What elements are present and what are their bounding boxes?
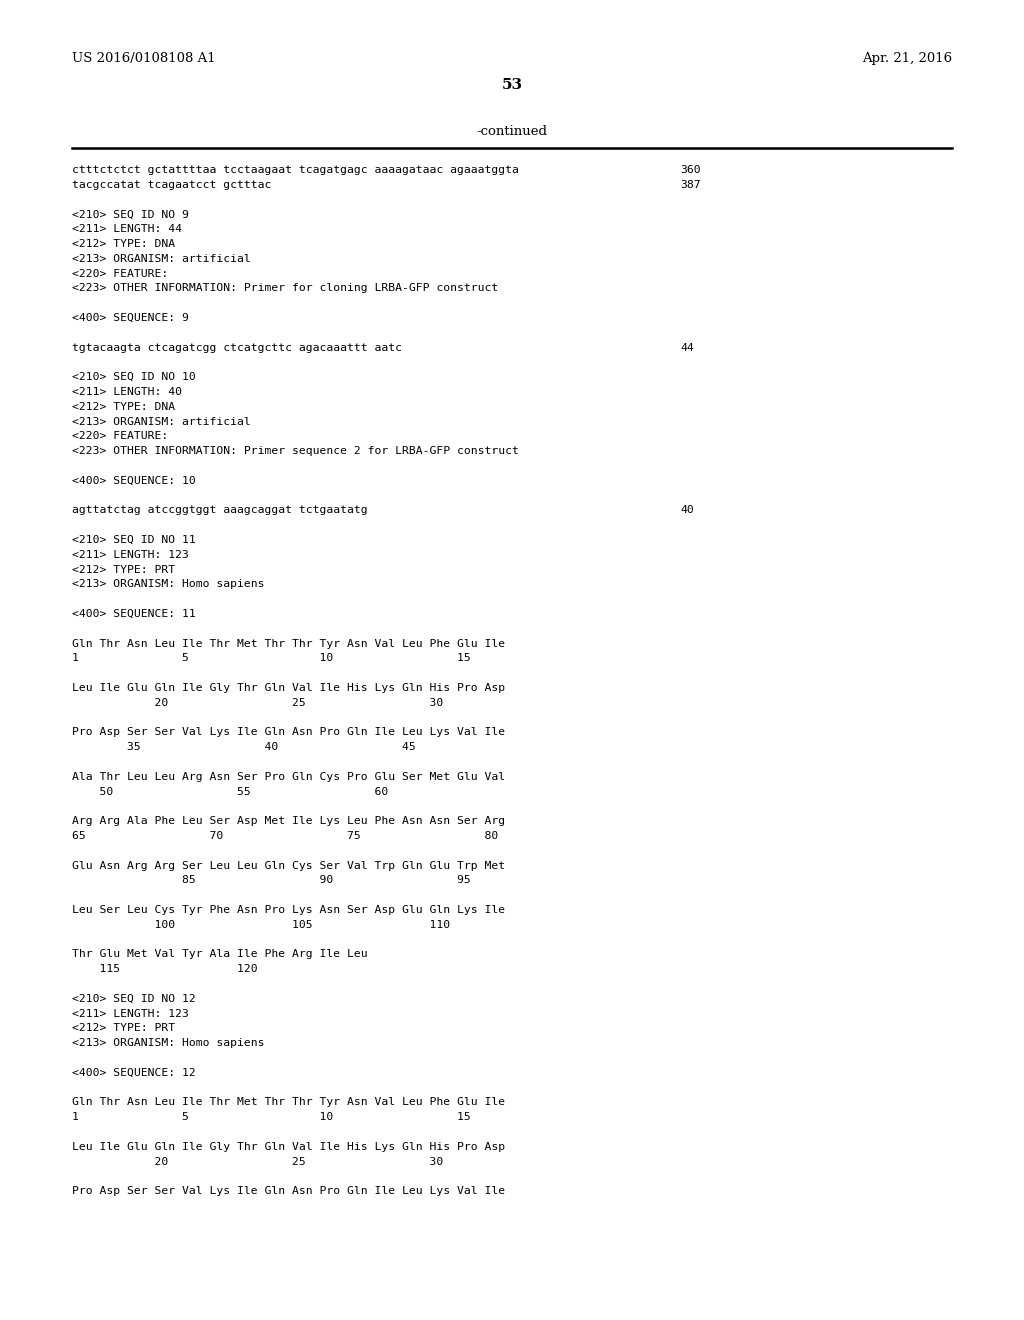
Text: <220> FEATURE:: <220> FEATURE: — [72, 268, 168, 279]
Text: <212> TYPE: PRT: <212> TYPE: PRT — [72, 1023, 175, 1034]
Text: <213> ORGANISM: Homo sapiens: <213> ORGANISM: Homo sapiens — [72, 1039, 264, 1048]
Text: <211> LENGTH: 123: <211> LENGTH: 123 — [72, 1008, 188, 1019]
Text: <210> SEQ ID NO 9: <210> SEQ ID NO 9 — [72, 210, 188, 219]
Text: <220> FEATURE:: <220> FEATURE: — [72, 432, 168, 441]
Text: <212> TYPE: PRT: <212> TYPE: PRT — [72, 565, 175, 574]
Text: <400> SEQUENCE: 11: <400> SEQUENCE: 11 — [72, 609, 196, 619]
Text: Leu Ser Leu Cys Tyr Phe Asn Pro Lys Asn Ser Asp Glu Gln Lys Ile: Leu Ser Leu Cys Tyr Phe Asn Pro Lys Asn … — [72, 906, 505, 915]
Text: Leu Ile Glu Gln Ile Gly Thr Gln Val Ile His Lys Gln His Pro Asp: Leu Ile Glu Gln Ile Gly Thr Gln Val Ile … — [72, 1142, 505, 1152]
Text: Glu Asn Arg Arg Ser Leu Leu Gln Cys Ser Val Trp Gln Glu Trp Met: Glu Asn Arg Arg Ser Leu Leu Gln Cys Ser … — [72, 861, 505, 871]
Text: 100                 105                 110: 100 105 110 — [72, 920, 451, 929]
Text: US 2016/0108108 A1: US 2016/0108108 A1 — [72, 51, 216, 65]
Text: 40: 40 — [680, 506, 693, 515]
Text: <212> TYPE: DNA: <212> TYPE: DNA — [72, 401, 175, 412]
Text: ctttctctct gctattttaa tcctaagaat tcagatgagc aaaagataac agaaatggta: ctttctctct gctattttaa tcctaagaat tcagatg… — [72, 165, 519, 176]
Text: Gln Thr Asn Leu Ile Thr Met Thr Thr Tyr Asn Val Leu Phe Glu Ile: Gln Thr Asn Leu Ile Thr Met Thr Thr Tyr … — [72, 1097, 505, 1107]
Text: Pro Asp Ser Ser Val Lys Ile Gln Asn Pro Gln Ile Leu Lys Val Ile: Pro Asp Ser Ser Val Lys Ile Gln Asn Pro … — [72, 1187, 505, 1196]
Text: Pro Asp Ser Ser Val Lys Ile Gln Asn Pro Gln Ile Leu Lys Val Ile: Pro Asp Ser Ser Val Lys Ile Gln Asn Pro … — [72, 727, 505, 738]
Text: Thr Glu Met Val Tyr Ala Ile Phe Arg Ile Leu: Thr Glu Met Val Tyr Ala Ile Phe Arg Ile … — [72, 949, 368, 960]
Text: tgtacaagta ctcagatcgg ctcatgcttc agacaaattt aatc: tgtacaagta ctcagatcgg ctcatgcttc agacaaa… — [72, 343, 402, 352]
Text: <211> LENGTH: 123: <211> LENGTH: 123 — [72, 550, 188, 560]
Text: <211> LENGTH: 44: <211> LENGTH: 44 — [72, 224, 182, 234]
Text: <400> SEQUENCE: 9: <400> SEQUENCE: 9 — [72, 313, 188, 323]
Text: 20                  25                  30: 20 25 30 — [72, 698, 443, 708]
Text: 85                  90                  95: 85 90 95 — [72, 875, 471, 886]
Text: <210> SEQ ID NO 11: <210> SEQ ID NO 11 — [72, 535, 196, 545]
Text: 1               5                   10                  15: 1 5 10 15 — [72, 653, 471, 664]
Text: Arg Arg Ala Phe Leu Ser Asp Met Ile Lys Leu Phe Asn Asn Ser Arg: Arg Arg Ala Phe Leu Ser Asp Met Ile Lys … — [72, 816, 505, 826]
Text: <213> ORGANISM: artificial: <213> ORGANISM: artificial — [72, 253, 251, 264]
Text: <223> OTHER INFORMATION: Primer sequence 2 for LRBA-GFP construct: <223> OTHER INFORMATION: Primer sequence… — [72, 446, 519, 457]
Text: 35                  40                  45: 35 40 45 — [72, 742, 416, 752]
Text: <223> OTHER INFORMATION: Primer for cloning LRBA-GFP construct: <223> OTHER INFORMATION: Primer for clon… — [72, 284, 499, 293]
Text: Gln Thr Asn Leu Ile Thr Met Thr Thr Tyr Asn Val Leu Phe Glu Ile: Gln Thr Asn Leu Ile Thr Met Thr Thr Tyr … — [72, 639, 505, 648]
Text: <213> ORGANISM: Homo sapiens: <213> ORGANISM: Homo sapiens — [72, 579, 264, 590]
Text: <212> TYPE: DNA: <212> TYPE: DNA — [72, 239, 175, 249]
Text: Leu Ile Glu Gln Ile Gly Thr Gln Val Ile His Lys Gln His Pro Asp: Leu Ile Glu Gln Ile Gly Thr Gln Val Ile … — [72, 682, 505, 693]
Text: 115                 120: 115 120 — [72, 964, 258, 974]
Text: <400> SEQUENCE: 12: <400> SEQUENCE: 12 — [72, 1068, 196, 1078]
Text: 1               5                   10                  15: 1 5 10 15 — [72, 1113, 471, 1122]
Text: 387: 387 — [680, 180, 700, 190]
Text: Ala Thr Leu Leu Arg Asn Ser Pro Gln Cys Pro Glu Ser Met Glu Val: Ala Thr Leu Leu Arg Asn Ser Pro Gln Cys … — [72, 772, 505, 781]
Text: agttatctag atccggtggt aaagcaggat tctgaatatg: agttatctag atccggtggt aaagcaggat tctgaat… — [72, 506, 368, 515]
Text: 50                  55                  60: 50 55 60 — [72, 787, 388, 796]
Text: Apr. 21, 2016: Apr. 21, 2016 — [862, 51, 952, 65]
Text: 53: 53 — [502, 78, 522, 92]
Text: 360: 360 — [680, 165, 700, 176]
Text: -continued: -continued — [476, 125, 548, 139]
Text: 20                  25                  30: 20 25 30 — [72, 1156, 443, 1167]
Text: <210> SEQ ID NO 10: <210> SEQ ID NO 10 — [72, 372, 196, 383]
Text: 44: 44 — [680, 343, 693, 352]
Text: 65                  70                  75                  80: 65 70 75 80 — [72, 832, 499, 841]
Text: <210> SEQ ID NO 12: <210> SEQ ID NO 12 — [72, 994, 196, 1003]
Text: <213> ORGANISM: artificial: <213> ORGANISM: artificial — [72, 417, 251, 426]
Text: <400> SEQUENCE: 10: <400> SEQUENCE: 10 — [72, 475, 196, 486]
Text: <211> LENGTH: 40: <211> LENGTH: 40 — [72, 387, 182, 397]
Text: tacgccatat tcagaatcct gctttac: tacgccatat tcagaatcct gctttac — [72, 180, 271, 190]
